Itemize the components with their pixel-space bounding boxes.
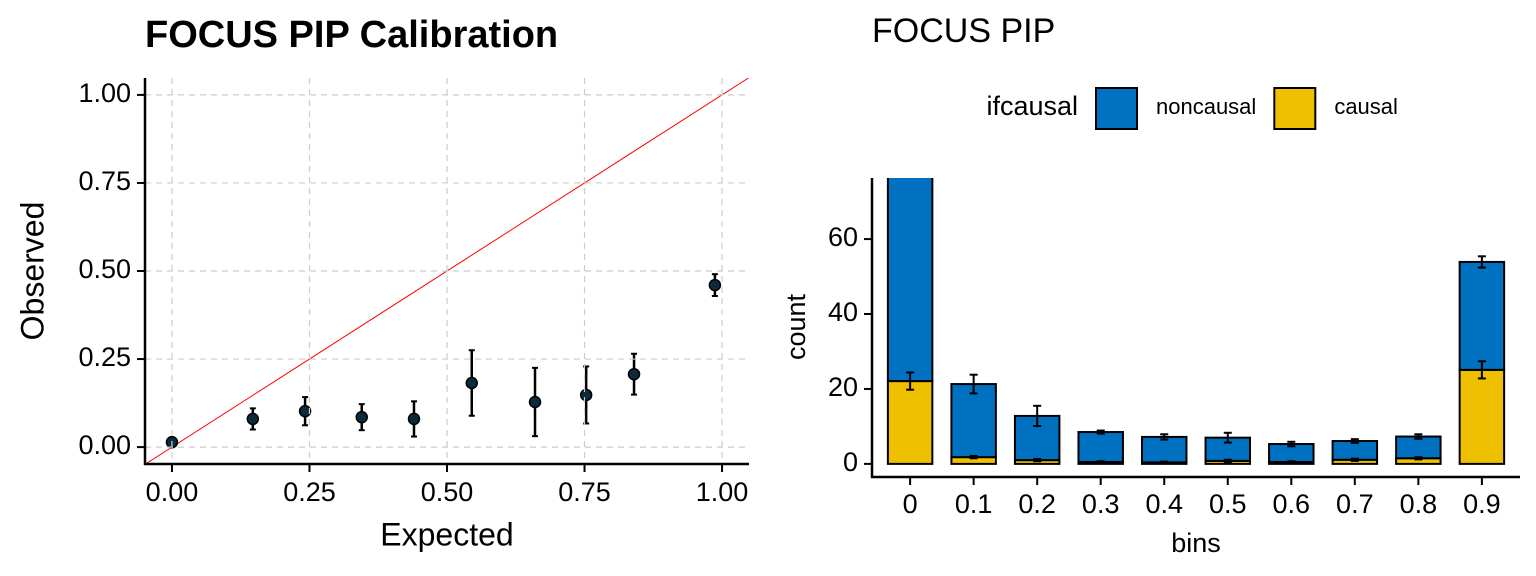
x-tick-label: 0.7 [1336, 489, 1374, 519]
chart-title: FOCUS PIP [872, 12, 1055, 50]
point [579, 388, 593, 402]
bar-segment [1395, 435, 1442, 460]
bar-segment [886, 178, 934, 383]
y-tick-label: 1.00 [78, 78, 131, 108]
y-tick-label: 60 [828, 222, 858, 252]
x-tick-label: 0.50 [421, 477, 474, 507]
bar-segment [1458, 368, 1506, 465]
y-tick-label: 0 [843, 447, 858, 477]
x-tick-label: 0.3 [1082, 489, 1120, 519]
bar-segment [1077, 431, 1124, 464]
x-tick-label: 0.6 [1273, 489, 1311, 519]
y-tick-label: 0.75 [78, 166, 131, 196]
y-axis-title: count [781, 293, 811, 360]
legend-swatch [1095, 87, 1138, 130]
x-tick-label: 0.1 [955, 489, 993, 519]
x-tick-label: 0.00 [146, 477, 199, 507]
point [355, 410, 368, 424]
y-tick-label: 20 [828, 372, 858, 402]
point [246, 412, 260, 426]
y-tick-label: 0.00 [78, 430, 131, 460]
plot-area [886, 178, 1506, 465]
legend-label: noncausal [1156, 94, 1256, 119]
point [708, 278, 722, 292]
x-tick-label: 0 [903, 489, 918, 519]
legend-label: causal [1334, 94, 1398, 119]
plot-area [145, 78, 749, 464]
x-tick-label: 0.2 [1018, 489, 1056, 519]
x-tick-label: 0.75 [558, 477, 611, 507]
x-axis-title: bins [1171, 528, 1221, 558]
x-tick-label: 0.8 [1400, 489, 1438, 519]
x-tick-label: 0.25 [283, 477, 336, 507]
legend-title: ifcausal [986, 91, 1078, 121]
bar-segment [1141, 435, 1188, 464]
y-axis-title: Observed [14, 202, 50, 341]
x-axis-title: Expected [380, 516, 513, 552]
point [407, 412, 421, 426]
y-tick-label: 40 [828, 297, 858, 327]
x-tick-label: 1.00 [696, 477, 749, 507]
y-tick-label: 0.50 [78, 254, 131, 284]
point [528, 395, 542, 409]
bar-segment [1458, 260, 1506, 371]
bar-segment [886, 380, 934, 465]
point [627, 367, 641, 381]
y-tick-label: 0.25 [78, 342, 131, 372]
point [298, 404, 312, 418]
chart-title: FOCUS PIP Calibration [145, 14, 558, 56]
bar-segment [950, 383, 997, 459]
point [465, 376, 479, 390]
legend-swatch [1273, 87, 1317, 130]
x-tick-label: 0.5 [1209, 489, 1247, 519]
x-tick-label: 0.9 [1463, 489, 1501, 519]
x-tick-label: 0.4 [1145, 489, 1183, 519]
